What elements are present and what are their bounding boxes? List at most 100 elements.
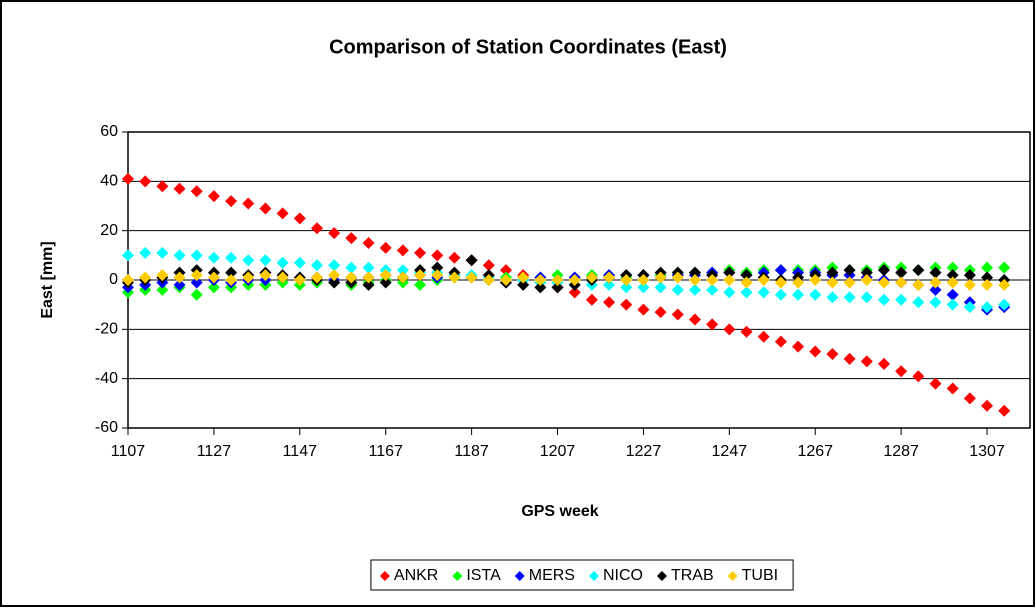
- y-tick-label: 60: [100, 123, 118, 140]
- data-point: [122, 274, 134, 286]
- data-point: [998, 278, 1011, 291]
- data-point: [688, 266, 701, 279]
- data-point: [122, 249, 134, 262]
- legend-marker: [452, 571, 463, 581]
- data-point: [792, 288, 805, 301]
- data-point: [551, 281, 564, 294]
- data-point: [774, 264, 787, 277]
- data-point: [207, 271, 220, 284]
- data-point: [156, 246, 169, 259]
- data-point: [929, 276, 942, 289]
- x-tick-label: 1267: [797, 443, 833, 460]
- data-point: [740, 276, 753, 289]
- data-point: [156, 269, 169, 282]
- legend-label: NICO: [603, 567, 643, 584]
- data-point: [654, 271, 667, 284]
- data-point: [293, 212, 306, 225]
- data-point: [276, 256, 289, 269]
- data-point: [946, 298, 959, 311]
- data-point: [603, 296, 616, 309]
- data-point: [740, 269, 753, 282]
- data-point: [929, 283, 942, 296]
- data-point: [843, 352, 856, 365]
- data-point: [826, 291, 839, 304]
- data-point: [603, 271, 616, 284]
- data-point: [981, 278, 994, 291]
- data-point: [225, 274, 238, 286]
- y-tick-label: -20: [95, 321, 118, 338]
- data-point: [860, 266, 873, 279]
- x-tick-label: 1127: [197, 443, 232, 460]
- data-point: [379, 241, 392, 254]
- data-point: [603, 278, 616, 291]
- y-tick-label: -40: [95, 370, 118, 387]
- data-point: [242, 254, 255, 267]
- data-point: [156, 180, 169, 193]
- legend-marker: [379, 571, 390, 581]
- data-point: [860, 274, 873, 286]
- data-point: [946, 276, 959, 289]
- data-point: [843, 276, 856, 289]
- data-point: [912, 264, 925, 277]
- data-point: [379, 269, 392, 282]
- legend-label: TRAB: [671, 567, 714, 584]
- legend: ANKR ISTA MERS NICO TRAB TUBI: [370, 559, 794, 591]
- data-point: [207, 190, 220, 203]
- data-point: [396, 264, 409, 277]
- data-point: [190, 269, 203, 282]
- data-point: [499, 264, 512, 277]
- legend-label: ISTA: [466, 567, 501, 584]
- data-point: [860, 291, 873, 304]
- data-point: [620, 281, 633, 294]
- data-point: [414, 246, 427, 259]
- data-point: [396, 271, 409, 284]
- data-point: [465, 271, 478, 284]
- data-point: [345, 232, 358, 245]
- data-point: [431, 261, 444, 274]
- data-point: [585, 271, 598, 284]
- data-point: [585, 293, 598, 306]
- data-point: [706, 274, 719, 286]
- chart-title: Comparison of Station Coordinates (East): [329, 36, 727, 58]
- data-point: [877, 264, 890, 277]
- legend-marker: [727, 571, 738, 581]
- data-point: [963, 301, 976, 314]
- data-point: [723, 286, 736, 299]
- data-point: [482, 274, 495, 286]
- data-point: [963, 269, 976, 282]
- x-tick-label: 1107: [111, 443, 146, 460]
- data-point: [362, 278, 375, 291]
- x-tick-label: 1167: [369, 443, 404, 460]
- data-point: [310, 271, 323, 284]
- data-point: [723, 323, 736, 336]
- data-point: [809, 274, 822, 286]
- data-point: [946, 269, 959, 282]
- data-point: [654, 281, 667, 294]
- data-point: [877, 276, 890, 289]
- data-point: [654, 306, 667, 319]
- data-point: [190, 249, 203, 262]
- data-point: [225, 266, 238, 279]
- data-point: [534, 281, 547, 294]
- data-point: [998, 298, 1011, 311]
- data-point: [688, 283, 701, 296]
- x-tick-label: 1207: [540, 443, 576, 460]
- data-point: [757, 274, 770, 286]
- data-point: [568, 274, 581, 286]
- data-point: [774, 276, 787, 289]
- data-point: [173, 182, 186, 195]
- data-point: [826, 266, 839, 279]
- data-point: [877, 357, 890, 370]
- data-point: [328, 259, 341, 272]
- data-point: [774, 288, 787, 301]
- data-point: [723, 266, 736, 279]
- data-point: [207, 251, 220, 264]
- data-point: [740, 325, 753, 338]
- data-point: [688, 274, 701, 286]
- data-point: [396, 244, 409, 257]
- y-tick-label: 40: [100, 173, 118, 190]
- data-point: [912, 370, 925, 383]
- y-axis-label: East [mm]: [39, 241, 56, 318]
- data-point: [328, 276, 341, 289]
- data-point: [345, 261, 358, 274]
